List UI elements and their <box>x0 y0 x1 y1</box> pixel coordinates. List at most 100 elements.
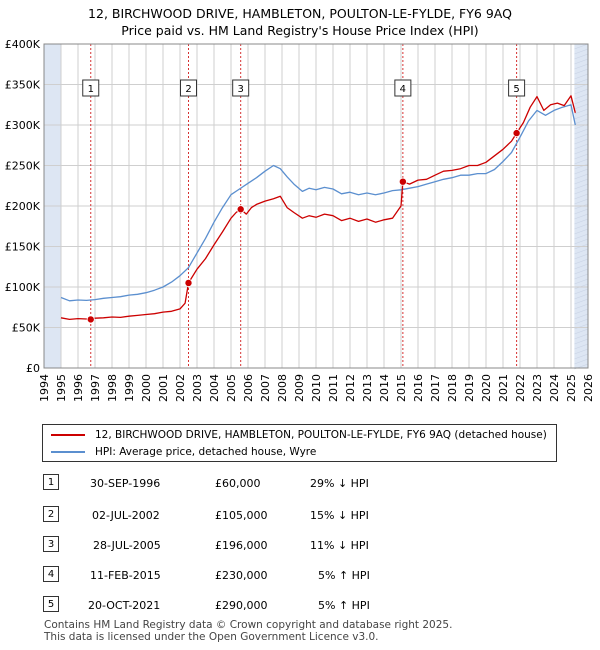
transaction-hpi: 11% ↓ HPI <box>310 539 369 552</box>
hatch-line <box>574 88 589 95</box>
hatch-line <box>574 163 589 170</box>
x-tick-label: 2021 <box>497 374 510 402</box>
hatch-line <box>574 313 589 320</box>
transaction-box-label: 2 <box>185 84 191 95</box>
x-tick-label: 2013 <box>361 374 374 402</box>
x-tick-label: 2023 <box>531 374 544 402</box>
transaction-box-label: 1 <box>88 84 94 95</box>
hatch-line <box>574 128 589 135</box>
footer-copyright: Contains HM Land Registry data © Crown c… <box>44 619 453 631</box>
hatch-line <box>574 358 589 365</box>
hatch-line <box>574 213 589 220</box>
hatch-line <box>574 168 589 175</box>
hatch-line <box>574 208 589 215</box>
x-tick-label: 1995 <box>55 374 68 402</box>
transaction-badge: 4 <box>43 566 59 582</box>
x-tick-label: 2010 <box>310 374 323 402</box>
transaction-box-label: 3 <box>238 84 244 95</box>
y-tick-label: £300K <box>5 119 41 132</box>
x-tick-label: 2007 <box>259 374 272 402</box>
transaction-date: 11-FEB-2015 <box>90 569 161 582</box>
x-tick-label: 1999 <box>123 374 136 402</box>
transaction-box <box>180 79 197 97</box>
x-tick-label: 2017 <box>429 374 442 402</box>
hatch-line <box>574 53 589 60</box>
y-tick-label: £200K <box>5 200 41 213</box>
hatch-line <box>574 228 589 235</box>
legend-swatch-price <box>51 434 85 436</box>
transaction-box <box>394 79 412 97</box>
hatch-line <box>574 138 589 145</box>
x-tick-label: 2000 <box>140 374 153 402</box>
table-row: 3 28-JUL-2005 £196,000 11% ↓ HPI <box>0 536 600 556</box>
hatch-line <box>574 113 589 120</box>
hatch-line <box>574 98 589 105</box>
hatch-line <box>574 78 589 85</box>
hatch-line <box>574 233 589 240</box>
hatch-line <box>574 278 589 285</box>
transaction-price: £196,000 <box>215 539 268 552</box>
hatch-line <box>574 193 589 200</box>
x-tick-label: 1997 <box>89 374 102 402</box>
transaction-hpi: 5% ↑ HPI <box>318 569 370 582</box>
transaction-date: 30-SEP-1996 <box>90 477 161 490</box>
transaction-date: 28-JUL-2005 <box>93 539 161 552</box>
x-tick-label: 2005 <box>225 374 238 402</box>
x-tick-label: 2022 <box>514 374 527 402</box>
price-chart: £0 £50K £100K £150K £200K £250K £300K £350K £400… <box>5 38 595 402</box>
transaction-date: 02-JUL-2002 <box>92 509 160 522</box>
y-tick-label: £400K <box>5 38 41 51</box>
hatch-line <box>574 48 589 55</box>
table-row: 1 30-SEP-1996 £60,000 29% ↓ HPI <box>0 474 600 494</box>
hatch-line <box>574 93 589 100</box>
price-series-line <box>60 95 576 321</box>
hatch-line <box>574 263 589 270</box>
hatch-line <box>574 63 589 70</box>
plot-frame <box>43 43 589 369</box>
hatch-line <box>574 258 589 265</box>
x-tick-label: 2004 <box>208 374 221 402</box>
transaction-badge: 5 <box>43 596 59 612</box>
transaction-marker <box>86 315 95 324</box>
transaction-hpi: 5% ↑ HPI <box>318 599 370 612</box>
x-tick-label: 2001 <box>157 374 170 402</box>
chart-legend: 12, BIRCHWOOD DRIVE, HAMBLETON, POULTON-… <box>42 424 557 462</box>
y-tick-label: £100K <box>5 281 41 294</box>
x-tick-label: 2008 <box>276 374 289 402</box>
transaction-price: £290,000 <box>215 599 268 612</box>
hatch-line <box>574 323 589 330</box>
x-tick-label: 2018 <box>446 374 459 402</box>
hatch-line <box>574 223 589 230</box>
transaction-box <box>82 79 100 97</box>
hatch-line <box>574 143 589 150</box>
transaction-price: £60,000 <box>215 477 261 490</box>
hatch-line <box>574 133 589 140</box>
hatch-line <box>574 333 589 340</box>
hatch-line <box>574 183 589 190</box>
x-tick-label: 2026 <box>582 374 595 402</box>
x-tick-label: 2015 <box>395 374 408 402</box>
transaction-marker <box>512 129 521 138</box>
hatch-line <box>574 348 589 355</box>
x-tick-label: 2011 <box>327 374 340 402</box>
x-tick-label: 2025 <box>565 374 578 402</box>
legend-label-price: 12, BIRCHWOOD DRIVE, HAMBLETON, POULTON-… <box>95 429 547 441</box>
hatch-line <box>574 328 589 335</box>
transaction-box <box>232 79 250 97</box>
table-row: 2 02-JUL-2002 £105,000 15% ↓ HPI <box>0 506 600 526</box>
transaction-box <box>508 79 526 97</box>
hatch-line <box>574 188 589 195</box>
x-tick-label: 2009 <box>293 374 306 402</box>
x-tick-label: 2024 <box>548 374 561 402</box>
transaction-badge: 2 <box>43 506 59 522</box>
hatch-line <box>574 253 589 260</box>
x-tick-label: 1996 <box>72 374 85 402</box>
hatch-line <box>574 338 589 345</box>
hatch-line <box>574 238 589 245</box>
table-row: 4 11-FEB-2015 £230,000 5% ↑ HPI <box>0 566 600 586</box>
hatch-line <box>574 318 589 325</box>
x-tick-label: 1998 <box>106 374 119 402</box>
legend-item-price: 12, BIRCHWOOD DRIVE, HAMBLETON, POULTON-… <box>51 429 547 441</box>
hatch-line <box>574 103 589 110</box>
transaction-marker <box>398 177 407 186</box>
